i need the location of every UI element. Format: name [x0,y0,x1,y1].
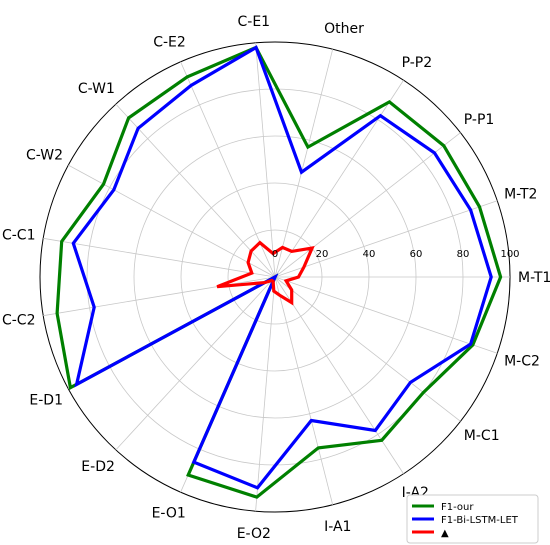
grid-spoke [274,276,461,422]
category-label-c-e2: C-E2 [153,35,186,51]
legend-label-1: F1-our [441,502,474,513]
category-label-m-t1: M-T1 [518,270,550,286]
grid-spoke [255,42,276,278]
category-label-other: Other [324,21,364,37]
grid-spoke [274,80,404,278]
category-label-c-e1: C-E1 [238,14,271,30]
series-line-2 [71,45,493,490]
r-tick-label: 0 [272,249,278,260]
r-tick-label: 100 [500,249,519,260]
r-tick-label: 40 [363,249,376,260]
series-layer [55,45,503,499]
legend-box [406,494,539,544]
grid-spoke [115,103,276,278]
grid-spoke [43,237,276,278]
grid-spoke [255,276,276,512]
legend-label-2: F1-Bi-LSTM-LET [441,515,519,526]
category-label-m-t2: M-T2 [504,187,537,203]
grid-spoke [274,49,334,278]
category-label-p-p2: P-P2 [402,55,433,71]
category-label-i-a1: I-A1 [324,519,351,535]
grid-spoke [68,164,276,278]
r-tick-label: 60 [410,249,423,260]
category-label-e-o2: E-O2 [237,526,271,542]
category-label-e-o1: E-O1 [152,505,186,521]
series-line-3 [216,240,315,306]
axis-labels: M-T1 M-T2 P-P1 P-P2 Other C-E1 C-E2 C-W1 C-W2 C-C… [2,14,550,542]
legend-label-3: ▲ [441,528,449,539]
series-line-1 [55,45,503,499]
r-tick-label: 80 [457,249,470,260]
legend: F1-our F1-Bi-LSTM-LET ▲ [406,494,539,544]
grid-spoke [115,276,276,451]
category-label-m-c2: M-C2 [504,353,540,369]
category-label-e-d2: E-D2 [81,459,115,475]
category-label-m-c1: M-C1 [464,428,500,444]
grid-spoke [274,132,461,278]
category-label-p-p1: P-P1 [464,112,495,128]
category-label-c-c1: C-C1 [2,228,36,244]
category-label-c-w2: C-W2 [26,148,63,164]
category-label-c-w1: C-W1 [78,81,115,97]
radial-ticks: 0 20 40 60 80 100 [272,249,520,260]
r-tick-label: 20 [316,249,329,260]
grid-spoke [274,200,498,278]
grid-spoke [274,276,498,354]
category-label-c-c2: C-C2 [2,312,36,328]
category-label-e-d1: E-D1 [29,392,63,408]
grid-spoke [274,276,334,505]
